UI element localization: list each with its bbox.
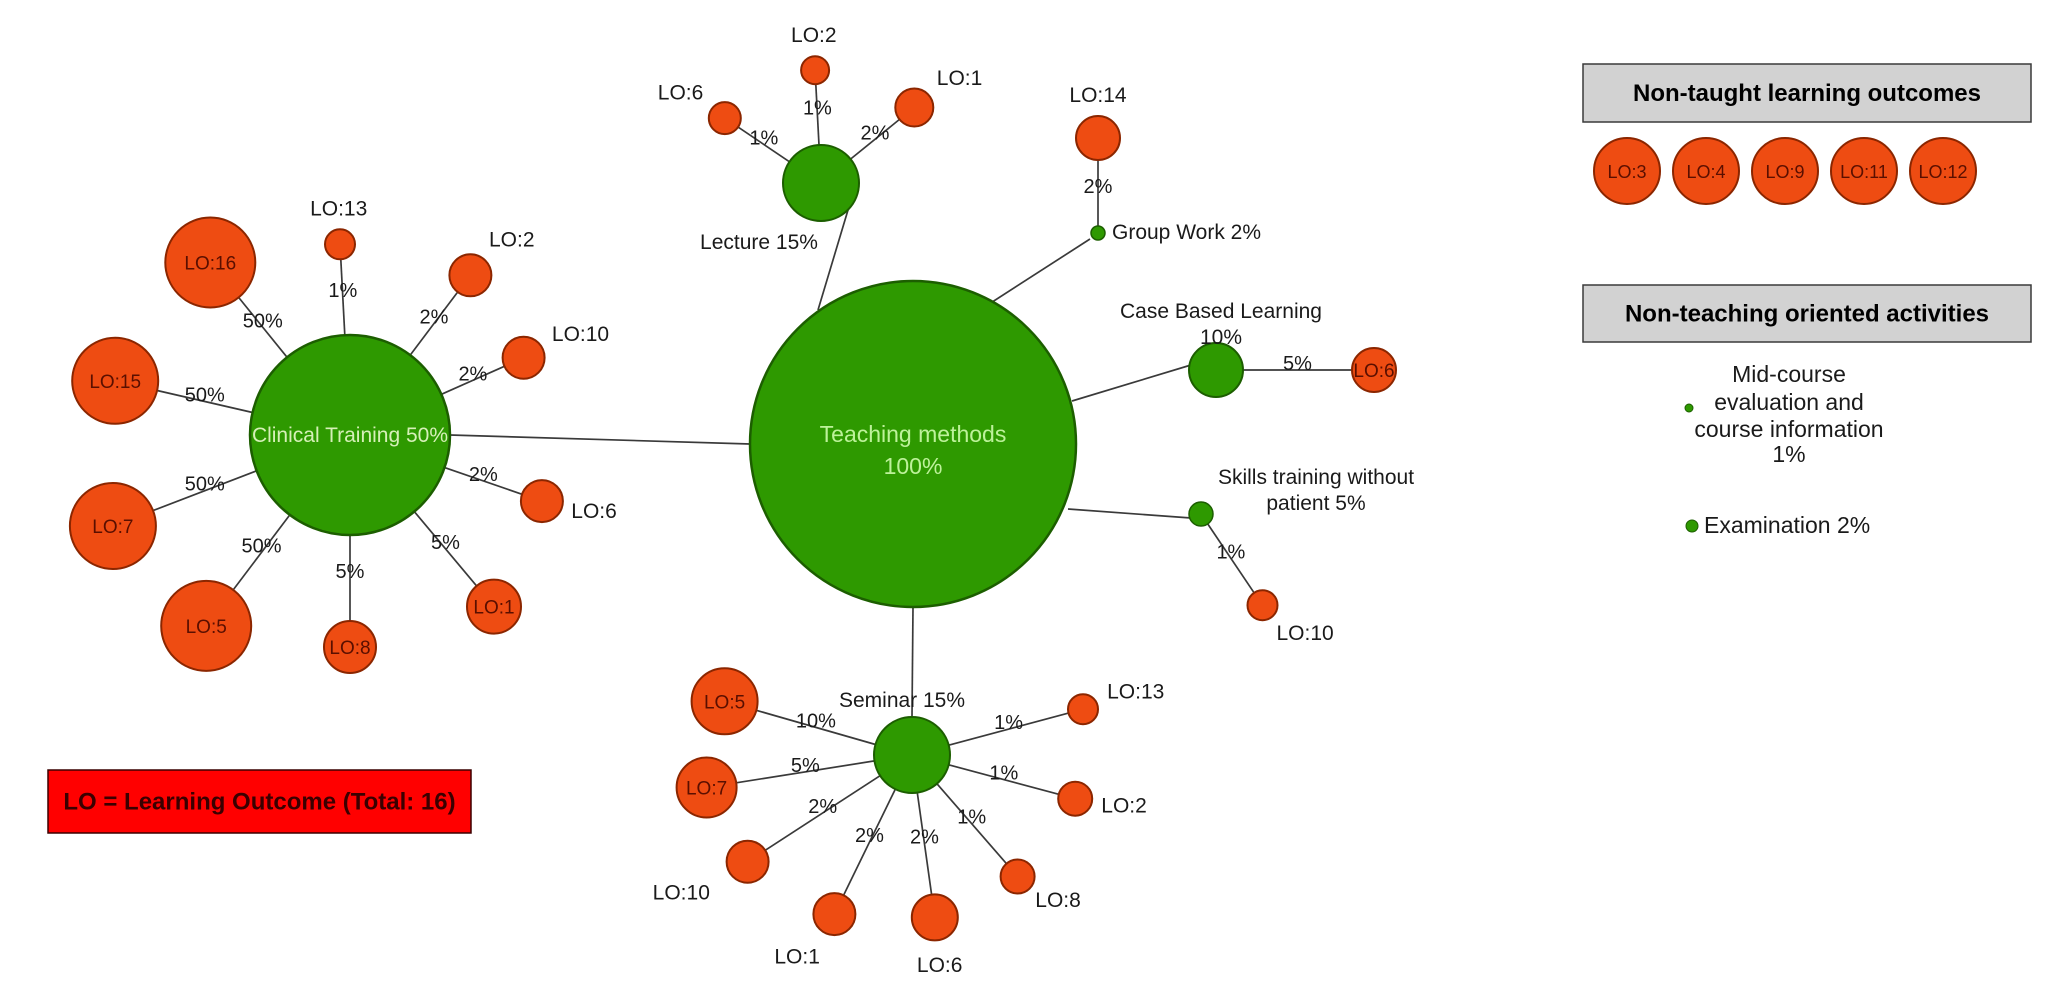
svg-text:2%: 2% <box>458 363 487 385</box>
svg-text:LO:6: LO:6 <box>658 82 704 105</box>
svg-text:50%: 50% <box>243 310 283 332</box>
svg-text:1%: 1% <box>1216 541 1245 563</box>
svg-text:2%: 2% <box>1084 176 1113 198</box>
svg-text:LO:14: LO:14 <box>1069 84 1127 107</box>
svg-text:LO:6: LO:6 <box>917 954 963 977</box>
svg-text:1%: 1% <box>994 712 1023 734</box>
svg-text:LO:9: LO:9 <box>1765 162 1804 182</box>
svg-text:LO:8: LO:8 <box>1035 889 1081 912</box>
svg-text:patient 5%: patient 5% <box>1266 492 1365 515</box>
svg-text:LO:15: LO:15 <box>89 372 141 393</box>
svg-text:Examination 2%: Examination 2% <box>1704 512 1870 538</box>
svg-text:Seminar 15%: Seminar 15% <box>839 689 965 712</box>
svg-text:5%: 5% <box>1283 353 1312 375</box>
svg-text:50%: 50% <box>241 535 281 557</box>
svg-text:1%: 1% <box>989 763 1018 785</box>
svg-text:LO:13: LO:13 <box>310 197 367 220</box>
svg-text:1%: 1% <box>1772 441 1805 467</box>
svg-text:2%: 2% <box>855 825 884 847</box>
svg-text:1%: 1% <box>328 280 357 302</box>
svg-text:LO:7: LO:7 <box>686 779 727 800</box>
svg-text:1%: 1% <box>957 807 986 829</box>
svg-text:course information: course information <box>1694 416 1883 442</box>
svg-text:LO:13: LO:13 <box>1107 681 1164 704</box>
svg-text:50%: 50% <box>185 474 225 496</box>
svg-text:LO:5: LO:5 <box>704 692 745 713</box>
svg-text:10%: 10% <box>796 710 836 732</box>
svg-text:Group Work 2%: Group Work 2% <box>1112 221 1261 244</box>
svg-text:LO:2: LO:2 <box>791 24 837 47</box>
svg-text:LO:2: LO:2 <box>489 229 535 252</box>
svg-text:2%: 2% <box>861 122 890 144</box>
svg-text:Teaching methods: Teaching methods <box>820 421 1007 447</box>
svg-text:1%: 1% <box>749 127 778 149</box>
svg-text:Lecture 15%: Lecture 15% <box>700 231 818 254</box>
svg-text:LO:12: LO:12 <box>1918 162 1967 182</box>
svg-text:LO:3: LO:3 <box>1607 162 1646 182</box>
svg-text:2%: 2% <box>469 464 498 486</box>
svg-text:Mid-course: Mid-course <box>1732 361 1846 387</box>
svg-text:LO:10: LO:10 <box>1277 622 1334 645</box>
svg-text:Non-taught learning outcomes: Non-taught learning outcomes <box>1633 80 1981 107</box>
svg-text:LO:16: LO:16 <box>184 254 236 275</box>
svg-text:50%: 50% <box>185 385 225 407</box>
svg-text:LO:4: LO:4 <box>1686 162 1725 182</box>
svg-text:2%: 2% <box>910 827 939 849</box>
svg-text:LO:6: LO:6 <box>571 500 617 523</box>
svg-text:LO:1: LO:1 <box>937 67 983 90</box>
svg-text:LO:6: LO:6 <box>1353 361 1394 382</box>
svg-text:evaluation and: evaluation and <box>1714 389 1864 415</box>
svg-text:Case Based Learning: Case Based Learning <box>1120 300 1322 323</box>
svg-text:Non-teaching oriented activiti: Non-teaching oriented activities <box>1625 301 1989 328</box>
svg-text:5%: 5% <box>336 561 365 583</box>
svg-text:LO:11: LO:11 <box>1840 162 1888 182</box>
svg-text:5%: 5% <box>431 532 460 554</box>
svg-text:LO:10: LO:10 <box>552 323 609 346</box>
svg-text:5%: 5% <box>791 755 820 777</box>
svg-text:LO:5: LO:5 <box>186 617 227 638</box>
svg-text:2%: 2% <box>808 796 837 818</box>
svg-text:2%: 2% <box>420 307 449 329</box>
svg-text:LO = Learning Outcome (Total:: LO = Learning Outcome (Total: 16) <box>63 789 455 816</box>
svg-text:LO:7: LO:7 <box>92 517 133 538</box>
svg-text:LO:2: LO:2 <box>1101 795 1147 818</box>
svg-text:LO:1: LO:1 <box>473 598 514 619</box>
svg-text:1%: 1% <box>803 98 832 120</box>
svg-text:Clinical Training 50%: Clinical Training 50% <box>252 424 448 447</box>
svg-text:LO:1: LO:1 <box>774 946 820 969</box>
svg-text:LO:8: LO:8 <box>329 638 370 659</box>
svg-text:10%: 10% <box>1200 326 1242 349</box>
svg-text:Skills training without: Skills training without <box>1218 466 1414 489</box>
svg-text:100%: 100% <box>884 453 943 479</box>
svg-text:LO:10: LO:10 <box>653 882 710 905</box>
